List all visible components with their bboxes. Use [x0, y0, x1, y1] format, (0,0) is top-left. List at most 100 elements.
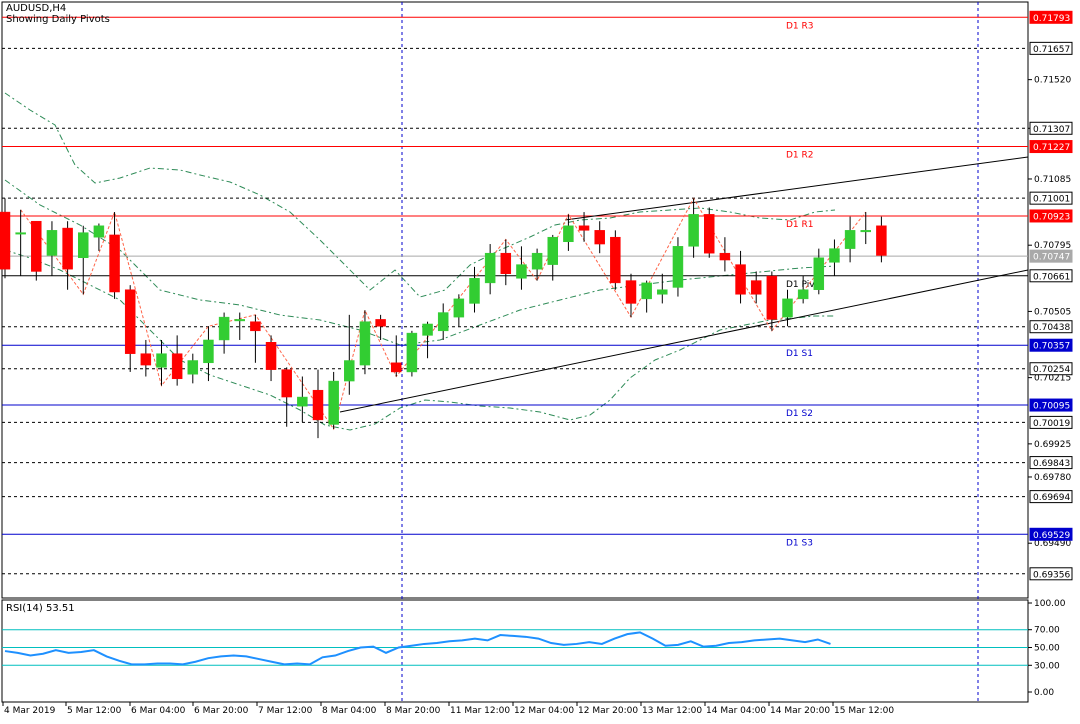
- candle: [469, 266, 480, 313]
- pivot-price-label: 0.70661: [1033, 272, 1070, 282]
- candle-body: [594, 230, 605, 245]
- pivot-price-label: 0.71793: [1033, 14, 1070, 24]
- price-tick-label: 0.71085: [1034, 175, 1071, 185]
- candle: [625, 273, 637, 318]
- candle: [312, 369, 324, 439]
- candle-body: [484, 252, 496, 284]
- candle-body: [531, 252, 543, 270]
- pivot-level-label: D1 S3: [786, 538, 813, 548]
- envelope-middle: [4, 179, 836, 346]
- time-axis-label: 8 Mar 20:00: [386, 706, 441, 716]
- candle-body: [860, 230, 871, 233]
- time-axis-label: 5 Mar 12:00: [67, 706, 122, 716]
- level-price-label: 0.70438: [1033, 323, 1070, 333]
- candle: [46, 221, 58, 277]
- candle-body: [829, 248, 840, 263]
- pivot-price-box: [1029, 209, 1073, 223]
- candle: [344, 314, 355, 395]
- price-tick-label: 0.71520: [1034, 76, 1071, 86]
- candle: [672, 237, 684, 297]
- time-axis-label: 11 Mar 12:00: [450, 706, 510, 716]
- rsi-panel-frame: [1, 599, 1029, 703]
- pivot-level-label: D1 S2: [786, 409, 813, 419]
- level-price-box: [1029, 121, 1073, 135]
- candle: [250, 314, 261, 363]
- candle-body: [547, 236, 558, 265]
- level-price-label: 0.70019: [1033, 419, 1070, 429]
- candle: [844, 216, 856, 263]
- price-axis: 0.71520 0.71307 0.71085 0.70795 0.70505 0.702…: [1028, 10, 1073, 581]
- candle-body: [31, 220, 42, 272]
- candle-body: [516, 264, 527, 279]
- candle: [171, 335, 183, 386]
- candle: [406, 330, 418, 377]
- pivot-level-label: D1 R3: [786, 21, 814, 31]
- candle-body: [328, 380, 339, 425]
- pivot-price-label: 0.70923: [1033, 212, 1070, 222]
- pivot-level-label: D1 R1: [786, 220, 814, 230]
- time-axis-label: 8 Mar 04:00: [322, 706, 377, 716]
- rsi-scale-label: 0.00: [1034, 688, 1054, 698]
- envelope-lower: [4, 249, 835, 431]
- time-axis-label: 7 Mar 12:00: [258, 706, 313, 716]
- candle: [688, 198, 699, 258]
- candle: [375, 314, 386, 340]
- rsi-line: [4, 631, 831, 666]
- candle-body: [203, 339, 214, 364]
- candle: [797, 276, 809, 304]
- candle-body: [218, 316, 230, 341]
- candle-body: [813, 257, 825, 290]
- level-price-box: [1029, 362, 1073, 376]
- candle-body: [406, 332, 418, 373]
- pivot-price-label: 0.70095: [1033, 402, 1070, 412]
- rsi-scale-label: 70.00: [1034, 626, 1060, 636]
- candle-body: [344, 360, 355, 382]
- candle-body: [578, 225, 590, 231]
- candle-body: [15, 232, 26, 235]
- time-axis-label: 14 Mar 20:00: [770, 706, 830, 716]
- candle: [265, 335, 277, 382]
- chart-grid: [401, 2, 979, 702]
- candle-body: [312, 389, 324, 421]
- candle-body: [422, 323, 433, 336]
- candle: [328, 371, 339, 430]
- price-tick-label: 0.70215: [1034, 374, 1071, 384]
- candle-body: [171, 353, 183, 380]
- level-price-label: 0.69356: [1033, 570, 1070, 580]
- candle: [735, 250, 746, 304]
- candle: [218, 312, 230, 354]
- envelope-upper: [4, 92, 836, 298]
- time-axis-label: 13 Mar 12:00: [642, 706, 702, 716]
- trendline-lower: [339, 269, 1029, 413]
- candle: [813, 248, 825, 295]
- time-axis-label: 4 Mar 2019: [4, 706, 56, 716]
- pivot-price-box: [1029, 269, 1073, 283]
- candle: [657, 273, 668, 304]
- current-price-label: 0.70747: [1033, 253, 1070, 263]
- candle: [704, 207, 715, 258]
- pivot-price-box: [1029, 140, 1073, 154]
- candle: [860, 212, 871, 245]
- candle: [31, 220, 42, 281]
- candle-body: [62, 227, 73, 270]
- rsi-scale-label: 50.00: [1034, 644, 1060, 654]
- candle: [391, 335, 402, 377]
- rsi-panel: 100.00 70.00 50.00 30.00 0.00: [2, 599, 1066, 698]
- candle-body: [250, 321, 261, 332]
- candle: [547, 234, 558, 281]
- pivot-price-box: [1029, 10, 1073, 24]
- pivot-price-box: [1029, 398, 1073, 412]
- candle: [140, 339, 152, 377]
- candle: [187, 353, 199, 384]
- candle-body: [93, 225, 105, 238]
- level-price-label: 0.69694: [1033, 493, 1070, 503]
- price-tick-label: 0.69780: [1034, 473, 1071, 483]
- candle-body: [735, 264, 746, 295]
- time-axis-label: 15 Mar 12:00: [834, 706, 894, 716]
- rsi-scale-label: 30.00: [1034, 661, 1060, 671]
- candle: [62, 221, 73, 290]
- price-tick-label: 0.69925: [1034, 440, 1071, 450]
- candle-body: [437, 312, 449, 332]
